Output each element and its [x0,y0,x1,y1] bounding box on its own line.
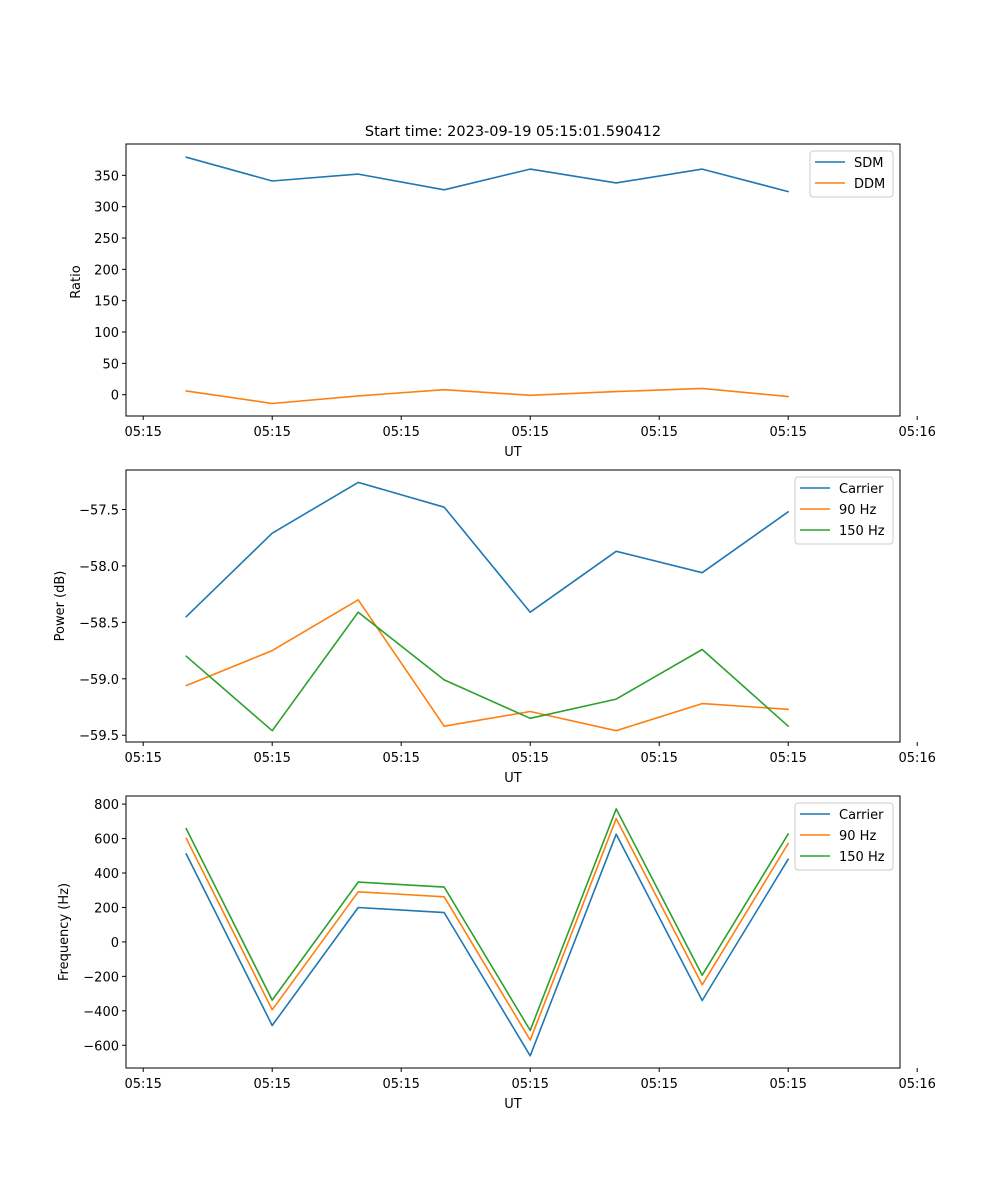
series-line-150hz [185,808,790,1032]
y-tick-label: −600 [83,1039,119,1054]
power-plot-area: 05:15 05:15 05:15 05:15 05:15 05:15 05:16 −57.5… [79,481,936,766]
x-tick-label: 05:15 [124,425,161,440]
x-tick-label: 05:15 [253,1077,290,1092]
y-tick-label: 100 [94,326,119,341]
x-tick-label: 05:16 [898,425,935,440]
chart-title: Start time: 2023-09-19 05:15:01.590412 [365,124,661,140]
x-axis-label: UT [504,1097,522,1112]
series-line-150hz [185,611,790,732]
x-axis-label: UT [504,771,522,786]
y-tick-label: 200 [94,901,119,916]
x-tick-label: 05:15 [640,425,677,440]
legend-box [794,476,894,545]
series-line-carrier [185,481,790,618]
frequency-chart: 05:15 05:15 05:15 05:15 05:15 05:15 05:16 800 60… [57,795,936,1112]
x-tick-label: 05:16 [898,1077,935,1092]
frequency-plot-area: 05:15 05:15 05:15 05:15 05:15 05:15 05:16 800 60… [83,798,936,1092]
x-tick-label: 05:15 [769,1077,806,1092]
y-tick-label: −59.0 [79,673,119,688]
x-tick-label: 05:15 [253,425,290,440]
x-tick-label: 05:15 [640,751,677,766]
y-tick-label: 50 [102,357,119,372]
y-tick-label: 200 [94,263,119,278]
x-tick-label: 05:15 [382,751,419,766]
plot-frame [125,795,901,1069]
series-line-ddm [185,387,790,405]
x-tick-label: 05:15 [124,1077,161,1092]
legend: Carrier 90 Hz 150 Hz [794,476,894,545]
legend-label-90hz: 90 Hz [839,503,876,518]
y-axis-label: Frequency (Hz) [57,883,72,981]
x-tick-label: 05:15 [511,1077,548,1092]
series-line-sdm [185,156,790,193]
y-axis-label: Power (dB) [53,571,68,642]
legend-label-90hz: 90 Hz [839,829,876,844]
x-tick-label: 05:15 [640,1077,677,1092]
x-tick-label: 05:15 [382,1077,419,1092]
legend: Carrier 90 Hz 150 Hz [794,802,894,871]
y-tick-label: 0 [111,389,119,404]
legend-label-150hz: 150 Hz [839,850,885,865]
y-tick-label: 0 [111,936,119,951]
legend-box [794,802,894,871]
y-tick-label: −58.0 [79,560,119,575]
y-tick-label: −57.5 [79,504,119,519]
x-tick-label: 05:16 [898,751,935,766]
y-tick-label: 800 [94,798,119,813]
legend-label-sdm: SDM [854,156,883,171]
series-line-90hz [185,817,790,1041]
plot-frame [125,143,901,417]
x-tick-label: 05:15 [769,425,806,440]
series-line-carrier [185,833,790,1057]
ratio-plot-area: 05:15 05:15 05:15 05:15 05:15 05:15 05:16 0 50 10… [94,156,936,440]
ratio-chart: Start time: 2023-09-19 05:15:01.590412 0… [69,124,936,460]
x-tick-label: 05:15 [124,751,161,766]
series-line-90hz [185,598,790,732]
y-tick-label: 400 [94,867,119,882]
legend-label-150hz: 150 Hz [839,524,885,539]
x-tick-label: 05:15 [253,751,290,766]
plot-frame [125,469,901,743]
y-tick-label: 150 [94,295,119,310]
y-tick-label: −200 [83,970,119,985]
legend-label-carrier: Carrier [839,482,884,497]
x-tick-label: 05:15 [511,751,548,766]
y-axis-label: Ratio [69,265,84,298]
y-tick-label: −400 [83,1005,119,1020]
x-axis-label: UT [504,445,522,460]
y-tick-label: 600 [94,833,119,848]
x-tick-label: 05:15 [769,751,806,766]
y-tick-label: 250 [94,232,119,247]
legend-label-ddm: DDM [854,177,885,192]
power-chart: 05:15 05:15 05:15 05:15 05:15 05:15 05:16 −57.5… [53,469,936,786]
y-tick-label: 300 [94,201,119,216]
x-tick-label: 05:15 [511,425,548,440]
y-tick-label: −59.5 [79,729,119,744]
y-tick-label: −58.5 [79,616,119,631]
y-tick-label: 350 [94,169,119,184]
legend-label-carrier: Carrier [839,808,884,823]
legend: SDM DDM [809,150,894,198]
x-tick-label: 05:15 [382,425,419,440]
